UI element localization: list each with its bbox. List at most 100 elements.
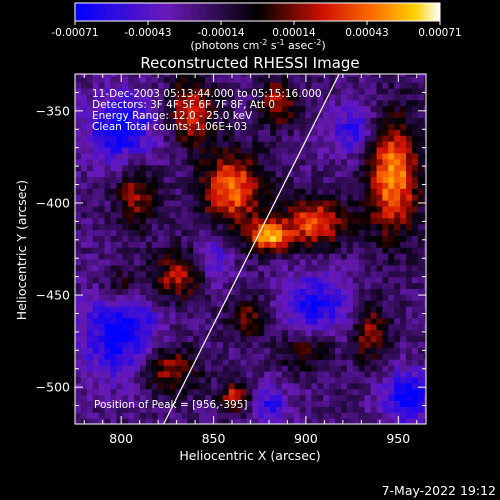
heatmap-cell xyxy=(175,241,183,248)
heatmap-cell xyxy=(86,306,94,313)
heatmap-cell xyxy=(98,194,106,201)
heatmap-cell xyxy=(400,359,407,366)
heatmap-cell xyxy=(346,200,354,207)
heatmap-cell xyxy=(317,229,324,236)
heatmap-cell xyxy=(86,105,94,113)
heatmap-cell xyxy=(317,323,324,331)
heatmap-cell xyxy=(417,258,425,266)
heatmap-cell xyxy=(335,117,342,124)
heatmap-cell xyxy=(370,170,378,178)
heatmap-cell xyxy=(140,217,147,225)
heatmap-cell xyxy=(193,76,200,83)
heatmap-cell xyxy=(169,105,177,113)
heatmap-cell xyxy=(311,258,318,266)
heatmap-cell xyxy=(246,406,253,413)
heatmap-cell xyxy=(394,158,401,166)
heatmap-cell xyxy=(352,365,360,372)
heatmap-cell xyxy=(193,200,200,207)
heatmap-cell xyxy=(234,370,242,378)
heatmap-cell xyxy=(335,317,342,325)
heatmap-cell xyxy=(128,194,135,201)
heatmap-cell xyxy=(80,288,88,295)
heatmap-cell xyxy=(258,129,265,136)
heatmap-cell xyxy=(364,99,372,107)
heatmap-cell xyxy=(151,418,159,424)
heatmap-cell xyxy=(216,129,224,136)
heatmap-cell xyxy=(299,282,307,290)
heatmap-cell xyxy=(281,99,289,107)
heatmap-cell xyxy=(400,200,407,207)
heatmap-cell xyxy=(299,288,307,295)
heatmap-cell xyxy=(317,135,324,142)
heatmap-cell xyxy=(317,253,324,260)
heatmap-cell xyxy=(382,288,389,295)
heatmap-cell xyxy=(311,105,318,113)
heatmap-cell xyxy=(75,359,82,366)
heatmap-cell xyxy=(205,135,212,142)
heatmap-cell xyxy=(287,235,295,242)
heatmap-cell xyxy=(287,329,295,337)
heatmap-cell xyxy=(252,211,259,219)
heatmap-cell xyxy=(275,300,283,307)
heatmap-cell xyxy=(275,353,283,360)
heatmap-cell xyxy=(258,282,265,290)
heatmap-cell xyxy=(210,105,218,113)
heatmap-cell xyxy=(275,276,283,284)
heatmap-cell xyxy=(293,353,301,360)
heatmap-cell xyxy=(234,82,242,89)
heatmap-cell xyxy=(382,200,389,207)
heatmap-cell xyxy=(110,123,117,130)
heatmap-cell xyxy=(323,241,330,248)
heatmap-cell xyxy=(329,335,336,343)
heatmap-cell xyxy=(275,105,283,113)
heatmap-cell xyxy=(145,412,153,419)
heatmap-cell xyxy=(400,146,407,154)
heatmap-cell xyxy=(134,353,141,360)
heatmap-cell xyxy=(175,347,183,354)
heatmap-cell xyxy=(110,264,117,272)
heatmap-cell xyxy=(370,412,378,419)
heatmap-cell xyxy=(329,170,336,178)
heatmap-cell xyxy=(116,294,123,301)
heatmap-cell xyxy=(163,176,171,183)
heatmap-cell xyxy=(240,359,248,366)
heatmap-cell xyxy=(388,205,395,213)
heatmap-cell xyxy=(287,347,295,354)
heatmap-cell xyxy=(406,258,413,266)
heatmap-cell xyxy=(370,111,378,119)
heatmap-cell xyxy=(175,370,183,378)
heatmap-cell xyxy=(151,353,159,360)
heatmap-cell xyxy=(145,282,153,290)
heatmap-cell xyxy=(240,141,248,148)
heatmap-cell xyxy=(151,111,159,119)
heatmap-cell xyxy=(222,176,230,183)
heatmap-cell xyxy=(329,99,336,107)
heatmap-cell xyxy=(400,294,407,301)
heatmap-cell xyxy=(128,170,135,178)
heatmap-cell xyxy=(305,347,313,354)
heatmap-cell xyxy=(234,317,242,325)
heatmap-cell xyxy=(264,394,271,402)
heatmap-cell xyxy=(80,105,88,113)
heatmap-cell xyxy=(323,247,330,254)
heatmap-cell xyxy=(222,158,230,166)
heatmap-cell xyxy=(329,217,336,225)
heatmap-cell xyxy=(406,323,413,331)
heatmap-cell xyxy=(423,412,426,419)
heatmap-cell xyxy=(394,105,401,113)
heatmap-cell xyxy=(400,353,407,360)
heatmap-cell xyxy=(175,170,183,178)
heatmap-cell xyxy=(406,99,413,107)
heatmap-cell xyxy=(258,341,265,348)
heatmap-cell xyxy=(246,323,253,331)
heatmap-cell xyxy=(92,82,100,89)
heatmap-cell xyxy=(394,253,401,260)
heatmap-cell xyxy=(205,170,212,178)
heatmap-cell xyxy=(376,276,383,284)
heatmap-cell xyxy=(382,170,389,178)
heatmap-cell xyxy=(216,418,224,424)
heatmap-cell xyxy=(364,146,372,154)
heatmap-cell xyxy=(275,205,283,213)
heatmap-cell xyxy=(358,76,366,83)
heatmap-cell xyxy=(104,93,112,101)
